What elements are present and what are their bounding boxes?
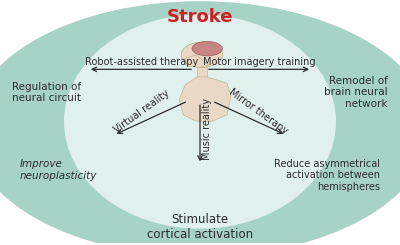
Bar <box>197 67 207 77</box>
PathPatch shape <box>179 77 231 121</box>
Text: Motor imagery training: Motor imagery training <box>203 57 316 67</box>
Text: Virtual reality: Virtual reality <box>112 88 172 135</box>
PathPatch shape <box>185 55 208 67</box>
Text: Mirror therapy: Mirror therapy <box>227 87 289 136</box>
Text: Stimulate
cortical activation: Stimulate cortical activation <box>147 213 253 242</box>
Text: Remodel of
brain neural
network: Remodel of brain neural network <box>324 76 388 109</box>
Text: Reduce asymmetrical
activation between
hemispheres: Reduce asymmetrical activation between h… <box>274 159 380 192</box>
Text: Regulation of
neural circuit: Regulation of neural circuit <box>12 82 81 103</box>
Ellipse shape <box>192 41 222 56</box>
Text: Music reality: Music reality <box>202 98 212 160</box>
Circle shape <box>181 42 223 67</box>
Text: Robot-assisted therapy: Robot-assisted therapy <box>84 57 198 67</box>
Text: Improve
neuroplasticity: Improve neuroplasticity <box>20 159 97 181</box>
Ellipse shape <box>64 15 336 229</box>
Text: Stroke: Stroke <box>167 8 233 26</box>
